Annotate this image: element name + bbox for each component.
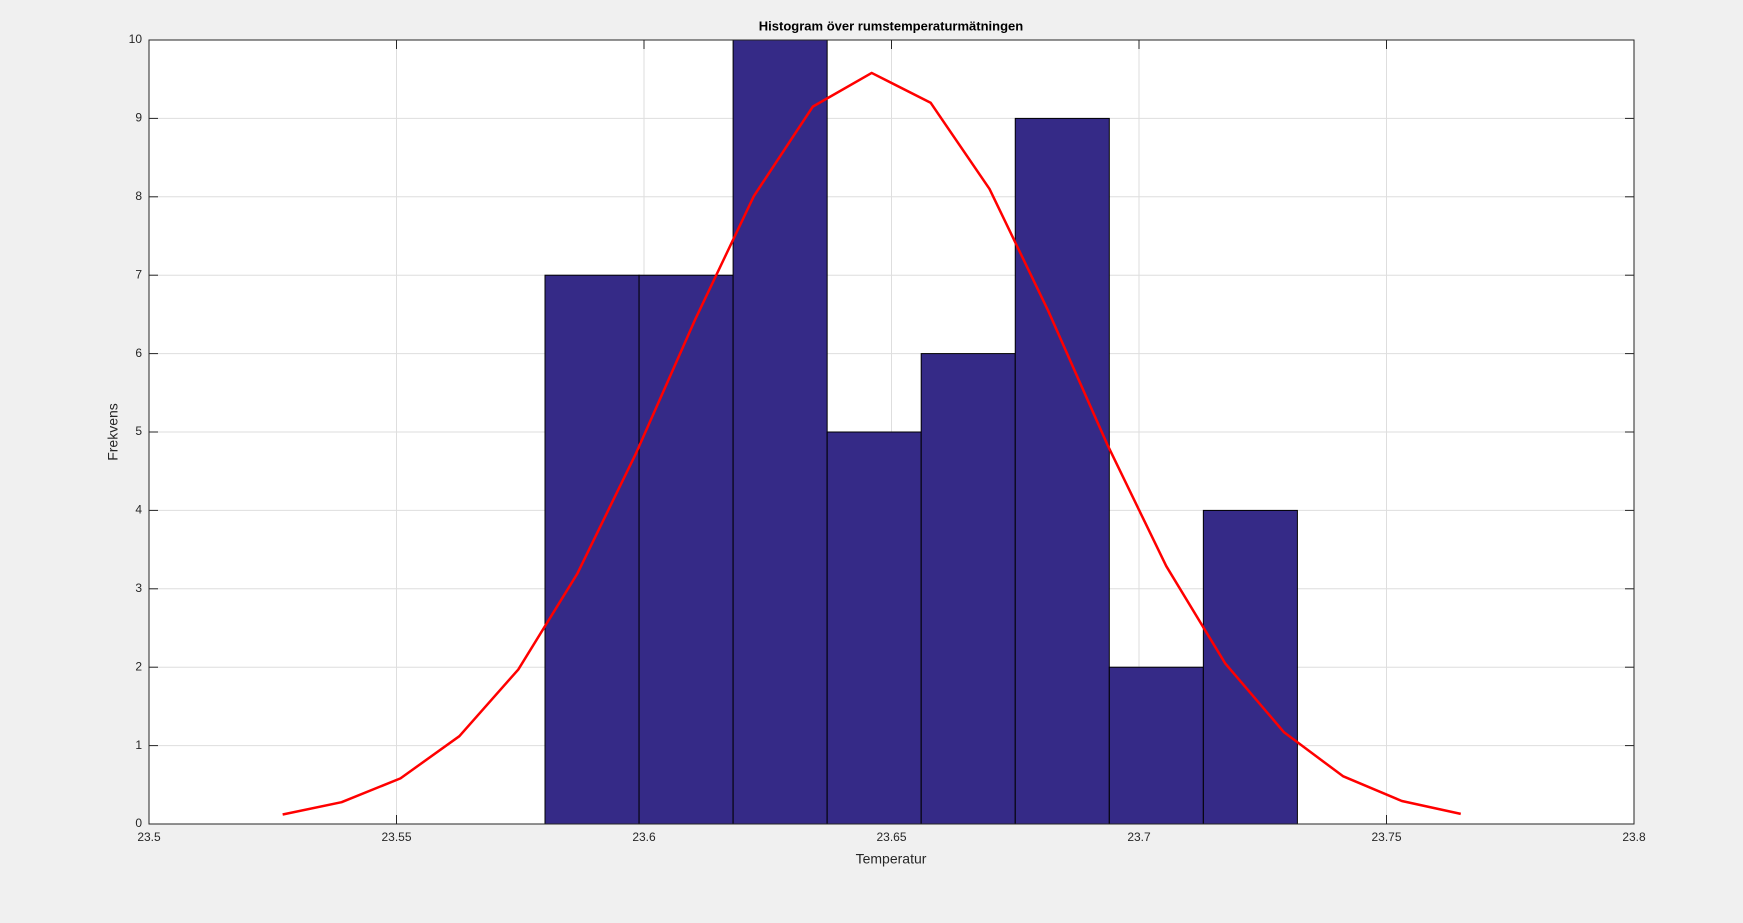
- y-tick-label: 7: [135, 267, 142, 281]
- chart-title: Histogram över rumstemperaturmätningen: [759, 18, 1023, 33]
- y-tick-label: 6: [135, 346, 142, 360]
- x-tick-label: 23.55: [381, 830, 411, 844]
- x-tick-label: 23.8: [1622, 830, 1646, 844]
- y-tick-label: 3: [135, 581, 142, 595]
- bar: [1108, 666, 1204, 825]
- y-tick-label: 10: [129, 32, 143, 46]
- x-tick-label: 23.75: [1371, 830, 1401, 844]
- bar: [732, 39, 828, 825]
- bar: [920, 353, 1016, 825]
- y-tick-label: 1: [135, 738, 142, 752]
- bar: [544, 274, 640, 825]
- x-tick-label: 23.5: [137, 830, 161, 844]
- x-tick-label: 23.65: [876, 830, 906, 844]
- x-axis-label: Temperatur: [856, 851, 927, 867]
- x-tick-label: 23.7: [1127, 830, 1151, 844]
- y-tick-label: 0: [135, 816, 142, 830]
- y-tick-label: 8: [135, 189, 142, 203]
- y-tick-label: 9: [135, 111, 142, 125]
- y-tick-label: 4: [135, 503, 142, 517]
- axes-box: [148, 39, 1635, 825]
- bar: [826, 431, 922, 825]
- bar: [1014, 117, 1110, 825]
- bar: [1202, 509, 1298, 825]
- bar: [638, 274, 734, 825]
- y-axis-label: Frekvens: [105, 403, 121, 461]
- x-tick-label: 23.6: [632, 830, 656, 844]
- fit-curve: [282, 71, 1462, 816]
- y-tick-label: 5: [135, 424, 142, 438]
- y-tick-label: 2: [135, 659, 142, 673]
